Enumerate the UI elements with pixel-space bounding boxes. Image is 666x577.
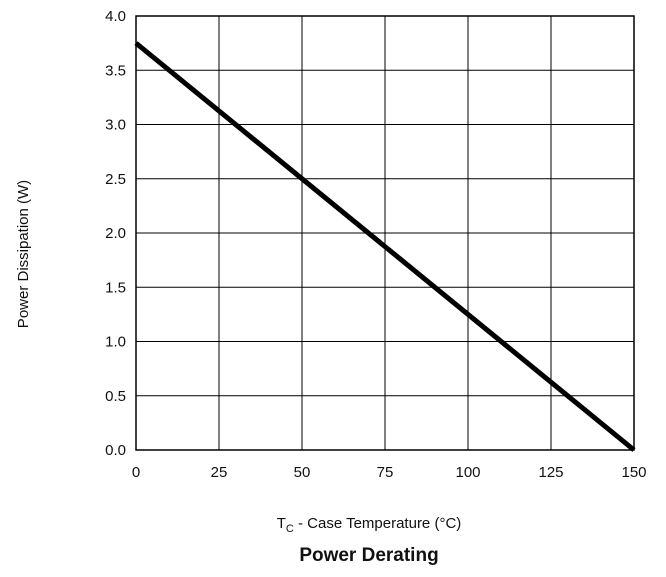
y-tick-label: 4.0 bbox=[105, 8, 126, 25]
grid bbox=[135, 15, 635, 451]
chart-title: Power Derating bbox=[299, 545, 438, 566]
derating-line bbox=[134, 41, 636, 452]
y-tick-label: 2.0 bbox=[105, 225, 126, 242]
y-tick-label: 1.0 bbox=[105, 334, 126, 351]
series-lines bbox=[134, 41, 636, 452]
x-tick-label: 0 bbox=[132, 464, 140, 481]
x-axis-ticks: 0 25 50 75 100 125 150 bbox=[132, 464, 647, 481]
x-tick-label: 50 bbox=[294, 464, 311, 481]
y-axis-label: Power Dissipation (W) bbox=[15, 180, 32, 328]
plot-area-frame bbox=[135, 15, 635, 451]
x-axis-label-main: T bbox=[277, 515, 286, 532]
x-axis-label-subscript: C bbox=[286, 523, 294, 535]
x-tick-label: 125 bbox=[538, 464, 563, 481]
y-tick-label: 2.5 bbox=[105, 171, 126, 188]
x-tick-label: 100 bbox=[455, 464, 480, 481]
y-axis-ticks: 0.0 0.5 1.0 1.5 2.0 2.5 3.0 3.5 4.0 bbox=[105, 8, 126, 459]
x-tick-label: 25 bbox=[211, 464, 228, 481]
x-axis-label: TC - Case Temperature (°C) bbox=[277, 515, 462, 535]
y-tick-label: 0.0 bbox=[105, 442, 126, 459]
y-tick-label: 3.5 bbox=[105, 62, 126, 79]
y-tick-label: 3.0 bbox=[105, 117, 126, 134]
x-tick-label: 150 bbox=[621, 464, 646, 481]
y-tick-label: 1.5 bbox=[105, 279, 126, 296]
y-tick-label: 0.5 bbox=[105, 388, 126, 405]
x-axis-label-rest: - Case Temperature (°C) bbox=[294, 515, 461, 532]
x-tick-label: 75 bbox=[377, 464, 394, 481]
